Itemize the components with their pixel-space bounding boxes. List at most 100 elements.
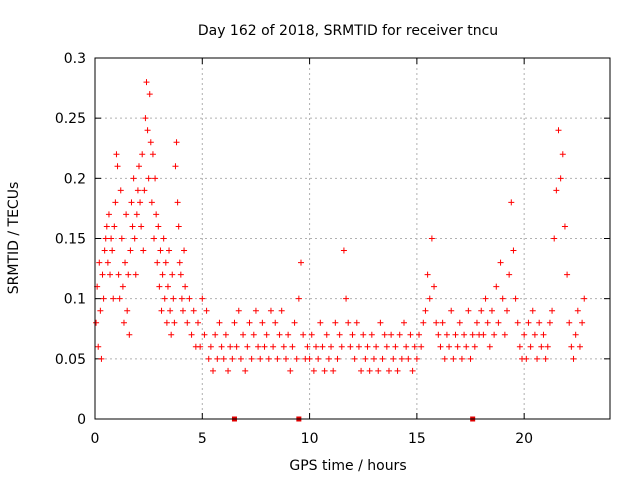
data-point: [362, 355, 369, 362]
data-point: [178, 295, 185, 302]
data-point: [431, 283, 438, 290]
data-point: [197, 343, 204, 350]
data-point: [488, 307, 495, 314]
data-point: [319, 343, 326, 350]
data-point: [443, 331, 450, 338]
data-point: [570, 355, 577, 362]
data-point: [149, 151, 156, 158]
data-point: [581, 295, 588, 302]
data-point: [272, 319, 279, 326]
tick-labels: 0 5 10 15 20 0 0.05 0.1 0.15 0.2 0.25 0.3: [55, 51, 533, 447]
data-point: [248, 355, 255, 362]
data-point: [190, 307, 197, 314]
data-point: [144, 127, 151, 134]
data-point: [130, 175, 137, 182]
data-point: [276, 331, 283, 338]
data-point: [103, 223, 110, 230]
data-point: [143, 79, 150, 86]
data-point: [263, 331, 270, 338]
data-point: [132, 271, 139, 278]
data-point: [210, 367, 217, 374]
data-point: [98, 355, 105, 362]
data-point: [157, 247, 164, 254]
data-point: [482, 295, 489, 302]
data-point: [398, 355, 405, 362]
data-point: [559, 151, 566, 158]
data-point: [274, 355, 281, 362]
data-point: [497, 259, 504, 266]
data-point: [315, 355, 322, 362]
data-point: [439, 319, 446, 326]
data-point: [152, 175, 159, 182]
data-point: [420, 319, 427, 326]
data-point: [557, 175, 564, 182]
plot-frame: [94, 57, 611, 420]
data-point: [100, 295, 107, 302]
data-point: [523, 355, 530, 362]
data-point: [124, 307, 131, 314]
data-point: [549, 307, 556, 314]
data-point: [499, 295, 506, 302]
data-point: [392, 343, 399, 350]
data-point: [437, 343, 444, 350]
data-point: [435, 331, 442, 338]
data-point: [160, 235, 167, 242]
data-point: [102, 235, 109, 242]
data-point: [379, 355, 386, 362]
data-point: [231, 319, 238, 326]
data-point: [452, 331, 459, 338]
data-point: [291, 319, 298, 326]
data-point: [506, 271, 513, 278]
data-point: [375, 367, 382, 374]
data-point: [212, 331, 219, 338]
data-point: [181, 247, 188, 254]
data-point: [233, 343, 240, 350]
data-point: [531, 331, 538, 338]
data-point: [501, 331, 508, 338]
data-point: [280, 343, 287, 350]
data-point: [164, 283, 171, 290]
data-point: [390, 355, 397, 362]
data-point: [540, 331, 547, 338]
data-point: [259, 319, 266, 326]
data-point: [495, 319, 502, 326]
data-point: [120, 319, 127, 326]
data-point: [135, 163, 142, 170]
data-point: [101, 247, 108, 254]
data-point: [514, 319, 521, 326]
data-point: [370, 355, 377, 362]
data-point: [151, 235, 158, 242]
data-point: [306, 355, 313, 362]
data-point: [155, 223, 162, 230]
data-point: [454, 343, 461, 350]
data-point: [310, 367, 317, 374]
data-point: [330, 367, 337, 374]
data-point: [493, 283, 500, 290]
x-tick-label: 0: [91, 431, 100, 447]
data-point: [252, 307, 259, 314]
data-point: [521, 331, 528, 338]
x-tick-label: 20: [515, 431, 533, 447]
data-point: [345, 319, 352, 326]
data-point: [170, 295, 177, 302]
data-point: [137, 199, 144, 206]
x-tick-label: 10: [301, 431, 319, 447]
data-point: [282, 355, 289, 362]
data-point: [105, 211, 112, 218]
data-point: [162, 259, 169, 266]
data-point: [328, 343, 335, 350]
data-point: [222, 331, 229, 338]
data-point: [235, 307, 242, 314]
data-point: [551, 235, 558, 242]
y-tick-label: 0.25: [55, 111, 86, 127]
data-point: [538, 343, 545, 350]
grid-lines: [95, 58, 610, 419]
data-point: [433, 319, 440, 326]
data-point: [237, 355, 244, 362]
data-point: [536, 319, 543, 326]
data-point: [117, 187, 124, 194]
data-point: [250, 331, 257, 338]
y-axis-label: SRMTID / TECUs: [6, 182, 22, 295]
data-point: [358, 367, 365, 374]
